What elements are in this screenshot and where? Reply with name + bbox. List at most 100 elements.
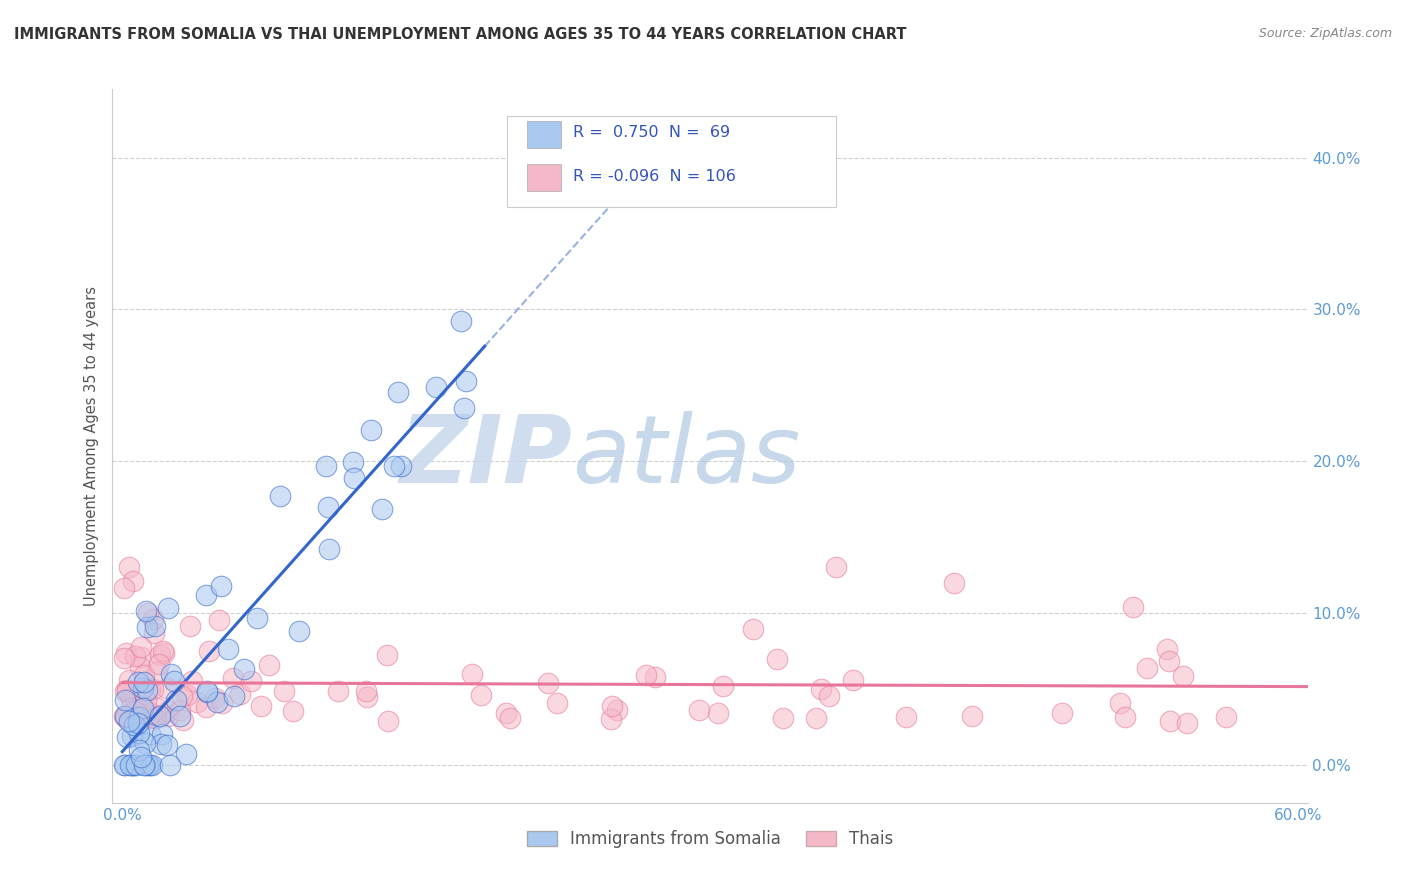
Point [172, 713, 194, 727]
Point [152, 644, 174, 658]
Legend: Immigrants from Somalia, Thais: Immigrants from Somalia, Thais [520, 824, 900, 855]
Point [818, 690, 841, 704]
Point [460, 666, 482, 681]
Point [124, 757, 146, 772]
Point [118, 714, 141, 728]
FancyBboxPatch shape [527, 121, 561, 148]
Point [195, 685, 218, 699]
Point [153, 646, 176, 660]
Point [124, 648, 146, 663]
Point [495, 706, 517, 721]
Point [269, 489, 291, 503]
Point [146, 701, 169, 715]
Point [606, 703, 628, 717]
Point [156, 601, 179, 615]
Point [128, 709, 150, 723]
Point [454, 374, 477, 388]
Point [120, 757, 142, 772]
Point [211, 697, 233, 711]
Point [169, 708, 191, 723]
Point [425, 380, 447, 394]
Point [134, 757, 156, 772]
Point [129, 660, 152, 674]
Point [141, 757, 163, 772]
Point [112, 709, 135, 723]
Point [389, 459, 412, 474]
Point [204, 691, 226, 706]
Y-axis label: Unemployment Among Ages 35 to 44 years: Unemployment Among Ages 35 to 44 years [83, 286, 98, 606]
Point [169, 702, 191, 716]
Point [114, 757, 136, 772]
Point [499, 711, 522, 725]
Point [1122, 599, 1144, 614]
Point [1108, 696, 1130, 710]
Point [120, 692, 142, 706]
Point [127, 675, 149, 690]
Point [112, 757, 135, 772]
Point [209, 579, 232, 593]
Point [232, 662, 254, 676]
Point [208, 613, 231, 627]
Text: ZIP: ZIP [399, 410, 572, 503]
Point [772, 711, 794, 725]
Point [132, 668, 155, 682]
Point [1215, 709, 1237, 723]
Point [125, 693, 148, 707]
Point [118, 673, 141, 687]
Point [135, 620, 157, 634]
Point [1050, 706, 1073, 720]
Point [342, 455, 364, 469]
Point [387, 384, 409, 399]
Point [706, 706, 728, 721]
Point [318, 541, 340, 556]
Text: R =  0.750  N =  69: R = 0.750 N = 69 [572, 125, 730, 140]
Point [138, 727, 160, 741]
Point [181, 673, 204, 688]
Point [1177, 716, 1199, 731]
Point [150, 737, 173, 751]
Point [160, 666, 183, 681]
Point [149, 648, 172, 663]
Point [644, 670, 666, 684]
Text: Source: ZipAtlas.com: Source: ZipAtlas.com [1258, 27, 1392, 40]
Point [176, 688, 198, 702]
Point [132, 706, 155, 721]
Point [257, 657, 280, 672]
Point [114, 709, 136, 723]
Point [165, 693, 187, 707]
Point [132, 711, 155, 725]
Point [136, 606, 159, 620]
Point [156, 708, 179, 723]
Point [115, 684, 138, 698]
Point [143, 618, 166, 632]
Point [114, 684, 136, 698]
Point [546, 696, 568, 710]
Point [205, 695, 228, 709]
Point [134, 736, 156, 750]
Point [600, 699, 623, 714]
Point [156, 704, 179, 718]
FancyBboxPatch shape [527, 164, 561, 191]
Point [135, 604, 157, 618]
Point [122, 757, 145, 772]
Point [250, 699, 273, 714]
Point [943, 576, 966, 591]
Point [273, 683, 295, 698]
Point [328, 683, 350, 698]
Point [810, 681, 832, 696]
Point [148, 708, 170, 723]
Point [343, 471, 366, 485]
Point [450, 314, 472, 328]
Point [896, 709, 918, 723]
Point [179, 619, 201, 633]
Point [112, 582, 135, 596]
Point [371, 502, 394, 516]
Point [194, 588, 217, 602]
Point [222, 671, 245, 685]
Point [172, 689, 194, 703]
Point [138, 711, 160, 725]
Point [128, 712, 150, 726]
Point [156, 738, 179, 752]
Point [122, 718, 145, 732]
Point [825, 560, 848, 574]
